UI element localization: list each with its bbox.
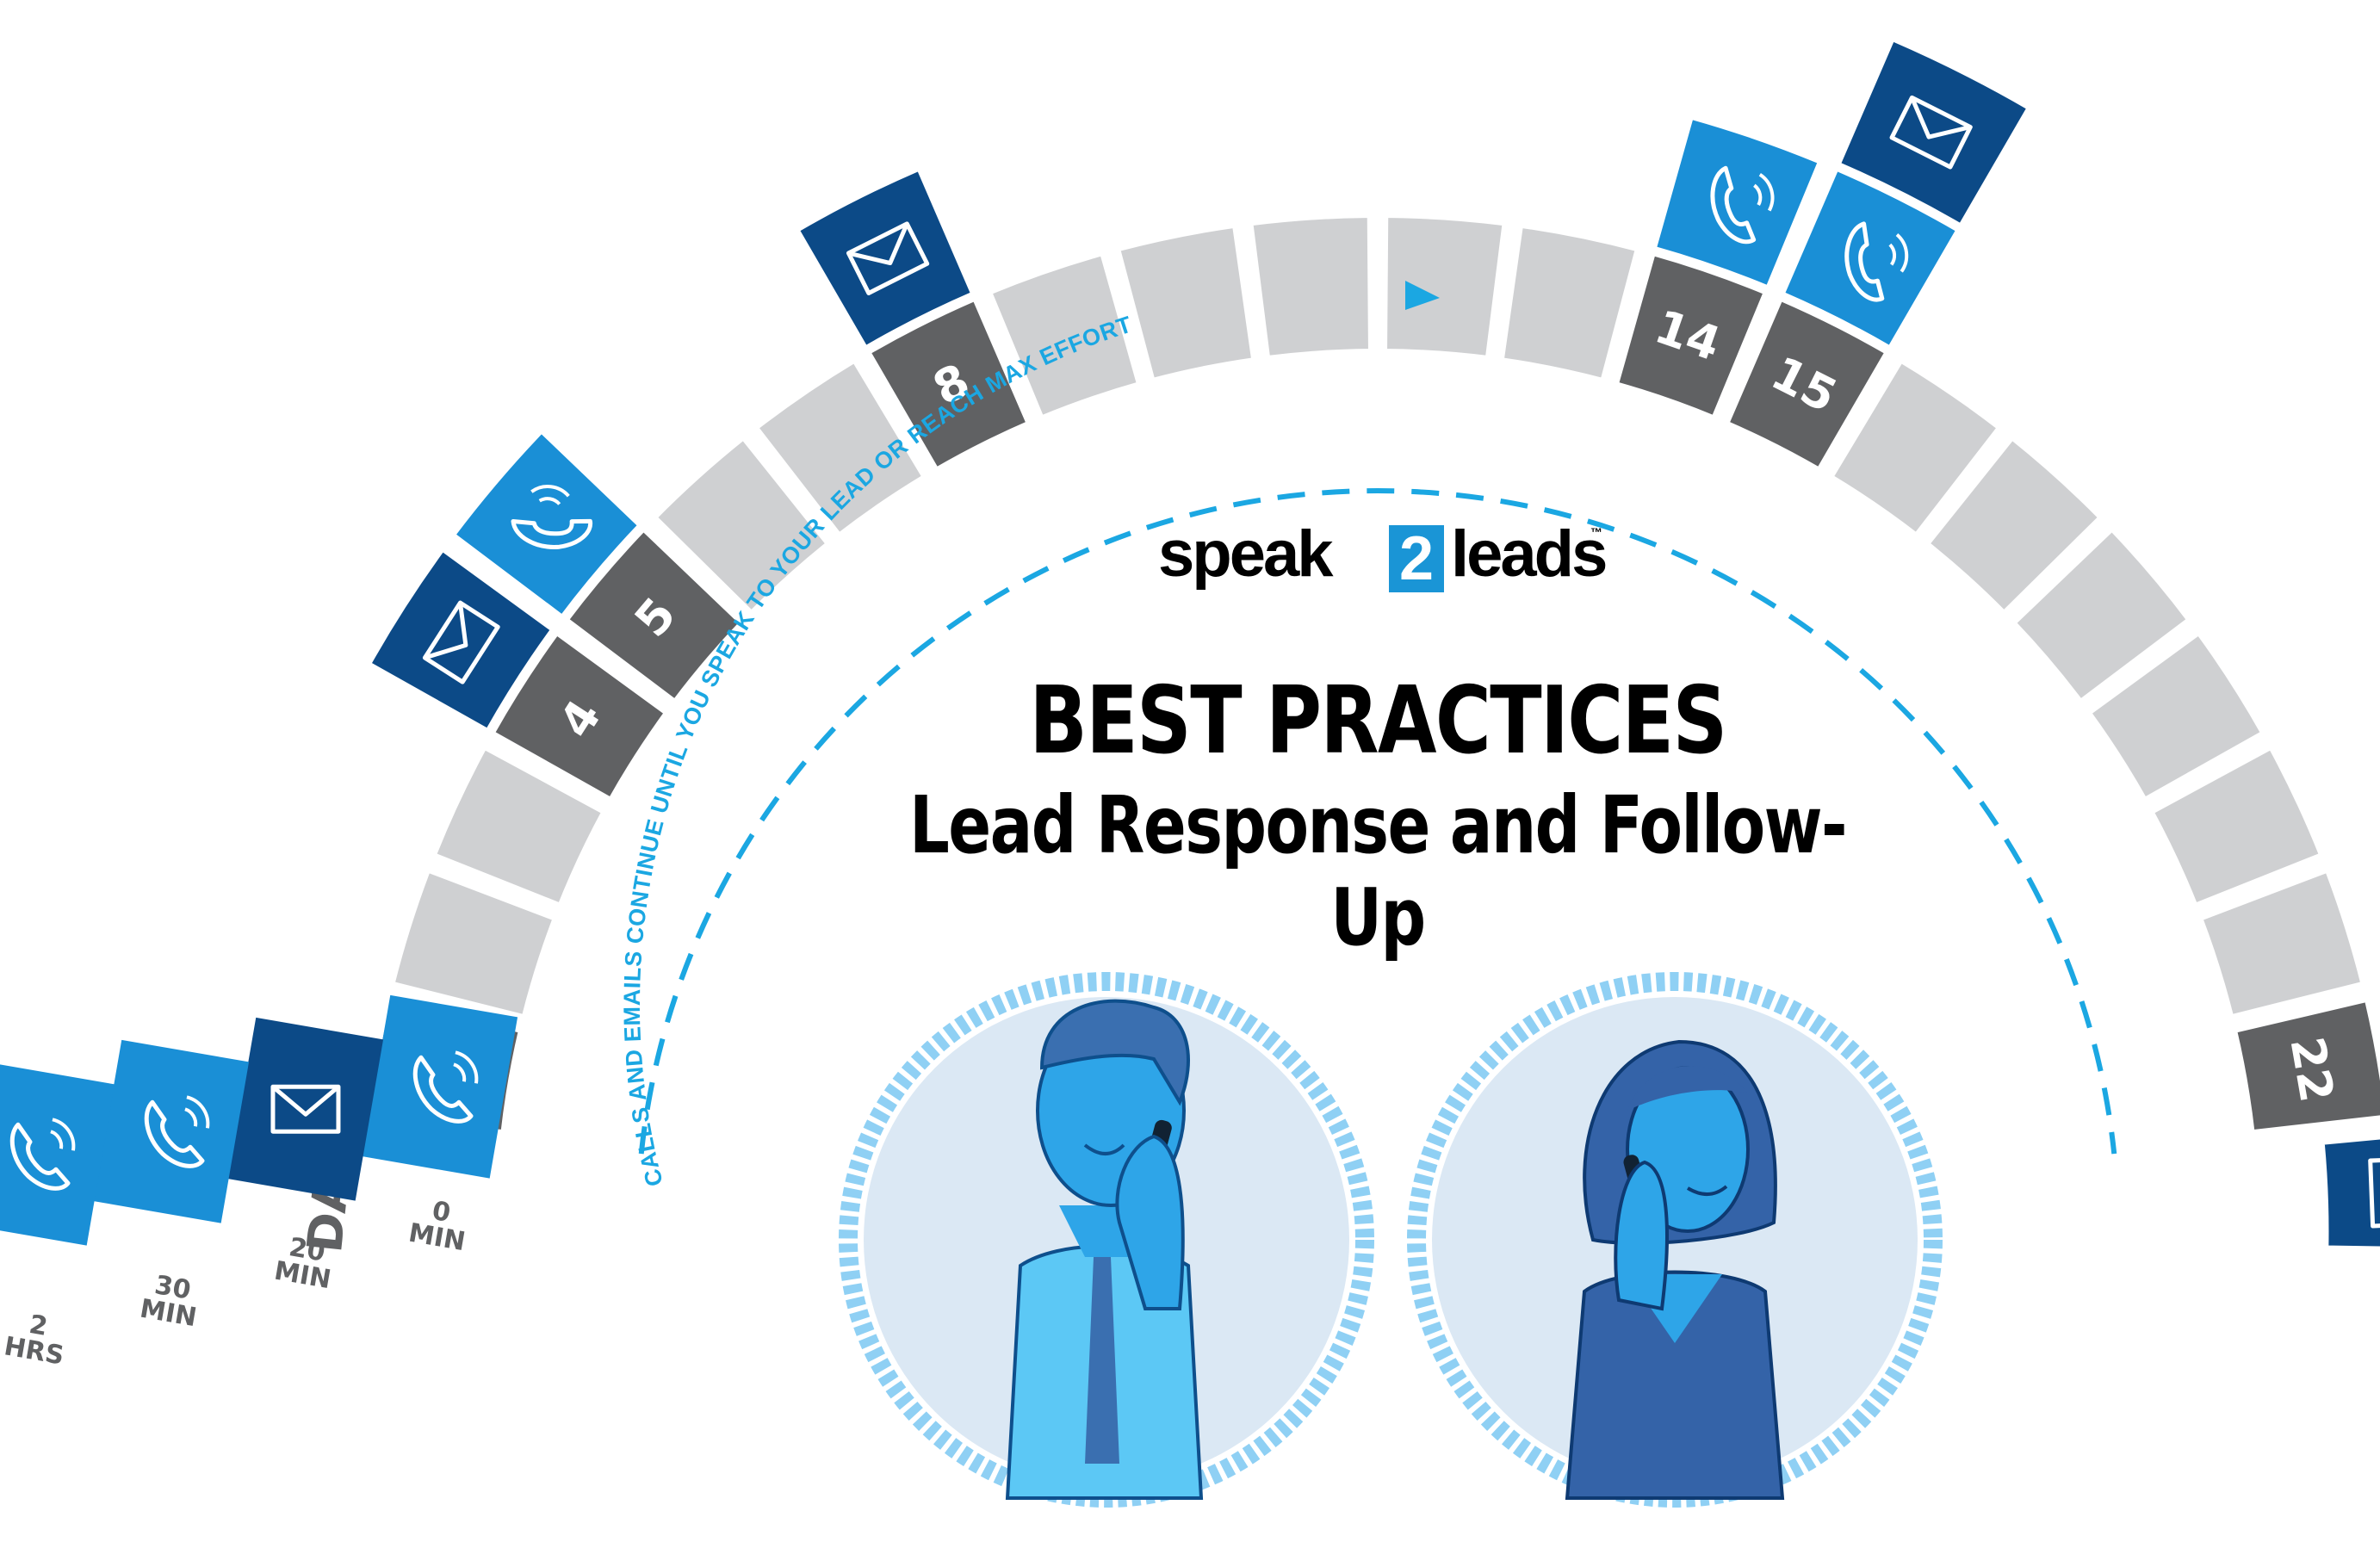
action-tile-day4-0 [366, 546, 556, 734]
phone-icon [9, 1118, 76, 1191]
time-label: 0MIN [406, 1192, 472, 1257]
brand-trademark: ™ [1590, 525, 1602, 539]
envelope-icon [846, 221, 930, 295]
page-title: BEST PRACTICES [1029, 667, 1727, 775]
time-label-part: MIN [138, 1294, 199, 1334]
time-label-part: 30 [152, 1270, 193, 1306]
day-number-22: 22 [2279, 1033, 2344, 1106]
day-segment-19 [2085, 629, 2267, 804]
day-segment-10 [1114, 222, 1257, 384]
day-segment-9 [986, 250, 1143, 422]
envelope-icon [422, 600, 500, 684]
action-tile-day1-3 [0, 1062, 115, 1246]
day-segment-4 [488, 629, 671, 804]
action-tile-day14-0 [1652, 115, 1823, 291]
time-label: 2HRS [2, 1306, 71, 1372]
day-segments: 1458141522DAY [297, 213, 2380, 1255]
day-segment-13 [1498, 222, 1641, 384]
time-label-part: HRS [2, 1331, 66, 1371]
brand-number: 2 [1389, 525, 1444, 592]
day-segment-17 [1923, 433, 2104, 617]
time-label-part: 20 [287, 1232, 327, 1268]
day-segment-3 [430, 743, 608, 909]
day-segment-15 [1723, 294, 1891, 474]
action-tile-day5-0 [450, 428, 643, 620]
day-segment-16 [1827, 356, 2004, 539]
time-label: 30MIN [138, 1268, 203, 1333]
man-on-phone-icon [839, 972, 1374, 1508]
day-segment-22 [2231, 996, 2380, 1136]
action-tile-day8-0 [794, 165, 976, 351]
action-tile-day15-1 [1835, 36, 2032, 229]
day-segment-18 [2010, 525, 2193, 706]
day-segment-12 [1382, 213, 1508, 362]
time-label-part: MIN [406, 1218, 468, 1258]
envelope-icon [1889, 95, 1973, 170]
brand-logo: speak 2 leads ™ [1158, 517, 1608, 594]
dashed-arc [638, 487, 2117, 1155]
arc-arrow-icon [1405, 281, 1440, 310]
phone-icon [1710, 165, 1775, 245]
day-segment-2 [388, 866, 559, 1020]
envelope-icon [270, 1084, 341, 1134]
time-label-part: MIN [272, 1256, 333, 1296]
brand-prefix: speak [1158, 517, 1333, 591]
day-segment-5 [562, 525, 746, 706]
woman-on-phone-icon [1407, 972, 1943, 1508]
day-segment-8 [865, 294, 1032, 474]
phone-icon [412, 1050, 479, 1124]
phone-icon [511, 485, 592, 549]
phone-icon [144, 1095, 210, 1168]
day-segment-20 [2148, 743, 2326, 909]
action-tile-day22-0 [2320, 1135, 2380, 1251]
envelope-icon [2368, 1156, 2380, 1229]
people [839, 972, 1943, 1508]
day-segment-11 [1248, 213, 1373, 362]
action-tile-day1-2 [93, 1039, 250, 1223]
day-segment-14 [1613, 250, 1770, 422]
phone-icon [1844, 221, 1909, 302]
action-tile-day1-0 [362, 994, 518, 1179]
day-segment-7 [752, 356, 928, 539]
page-subtitle: Lead Response and Follow-Up [909, 779, 1848, 963]
action-tiles [0, 36, 2380, 1251]
brand-suffix: leads [1451, 517, 1608, 591]
day-segment-21 [2197, 866, 2367, 1020]
action-tile-day1-1 [227, 1017, 384, 1201]
action-tile-day15-0 [1779, 165, 1962, 351]
day-segment-6 [651, 433, 833, 617]
